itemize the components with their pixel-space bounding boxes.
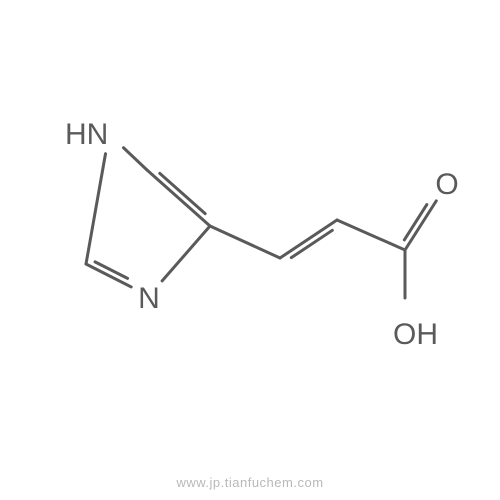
watermark-label: www.jp.tianfuchem.com (176, 475, 323, 490)
atoms-group: HN N O OH (65, 118, 459, 351)
bond-line (86, 154, 106, 264)
atom-label-N1: HN (65, 118, 108, 151)
molecule-svg: HN N O OH (0, 0, 500, 500)
atom-label-O9: O (435, 168, 458, 201)
bond-line (280, 220, 337, 258)
bond-line (405, 201, 436, 250)
bond-line (124, 148, 147, 170)
watermark-text: www.jp.tianfuchem.com (0, 475, 500, 490)
atom-label-N4: N (138, 282, 160, 315)
molecule-image: HN N O OH www.jp.tianfuchem.com (0, 0, 500, 500)
bond-line (162, 226, 210, 281)
atom-label-O10: OH (393, 318, 438, 351)
bond-line (291, 230, 332, 257)
bond-line (147, 170, 210, 226)
bond-line (160, 173, 205, 213)
bond-line (210, 226, 280, 258)
bonds-group (86, 148, 436, 298)
bond-line (337, 220, 405, 250)
